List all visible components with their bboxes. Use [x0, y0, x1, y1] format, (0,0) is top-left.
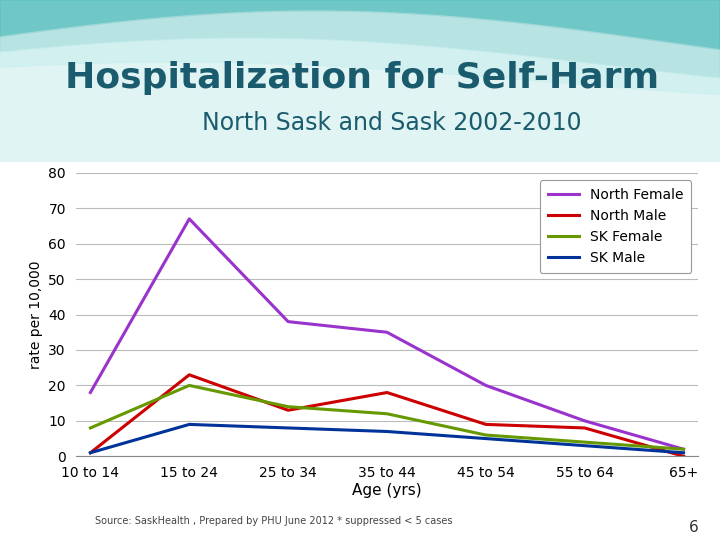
North Male: [185, 372, 194, 378]
Line: North Female: North Female: [91, 219, 683, 449]
SK Female: [580, 439, 589, 446]
North Male: [86, 449, 95, 456]
Line: SK Female: SK Female: [91, 386, 683, 449]
North Male: [284, 407, 292, 414]
North Female: [185, 215, 194, 222]
SK Female: [86, 424, 95, 431]
SK Male: [86, 449, 95, 456]
SK Male: [580, 442, 589, 449]
Text: 6: 6: [688, 519, 698, 535]
SK Female: [185, 382, 194, 389]
North Female: [580, 417, 589, 424]
North Male: [679, 453, 688, 460]
X-axis label: Age (yrs): Age (yrs): [352, 483, 422, 498]
North Female: [284, 319, 292, 325]
Y-axis label: rate per 10,000: rate per 10,000: [29, 260, 42, 369]
SK Male: [185, 421, 194, 428]
SK Male: [284, 424, 292, 431]
Line: North Male: North Male: [91, 375, 683, 456]
North Male: [580, 424, 589, 431]
Text: North Sask and Sask 2002-2010: North Sask and Sask 2002-2010: [202, 111, 581, 135]
North Female: [482, 382, 490, 389]
SK Female: [284, 403, 292, 410]
Text: Hospitalization for Self-Harm: Hospitalization for Self-Harm: [65, 62, 659, 95]
Text: Source: SaskHealth , Prepared by PHU June 2012 * suppressed < 5 cases: Source: SaskHealth , Prepared by PHU Jun…: [95, 516, 452, 526]
SK Female: [482, 432, 490, 438]
North Female: [86, 389, 95, 396]
SK Female: [679, 446, 688, 453]
North Female: [383, 329, 392, 335]
Line: SK Male: SK Male: [91, 424, 683, 453]
North Female: [679, 446, 688, 453]
North Male: [383, 389, 392, 396]
SK Female: [383, 410, 392, 417]
Legend: North Female, North Male, SK Female, SK Male: North Female, North Male, SK Female, SK …: [539, 180, 691, 273]
North Male: [482, 421, 490, 428]
SK Male: [679, 449, 688, 456]
SK Male: [482, 435, 490, 442]
SK Male: [383, 428, 392, 435]
